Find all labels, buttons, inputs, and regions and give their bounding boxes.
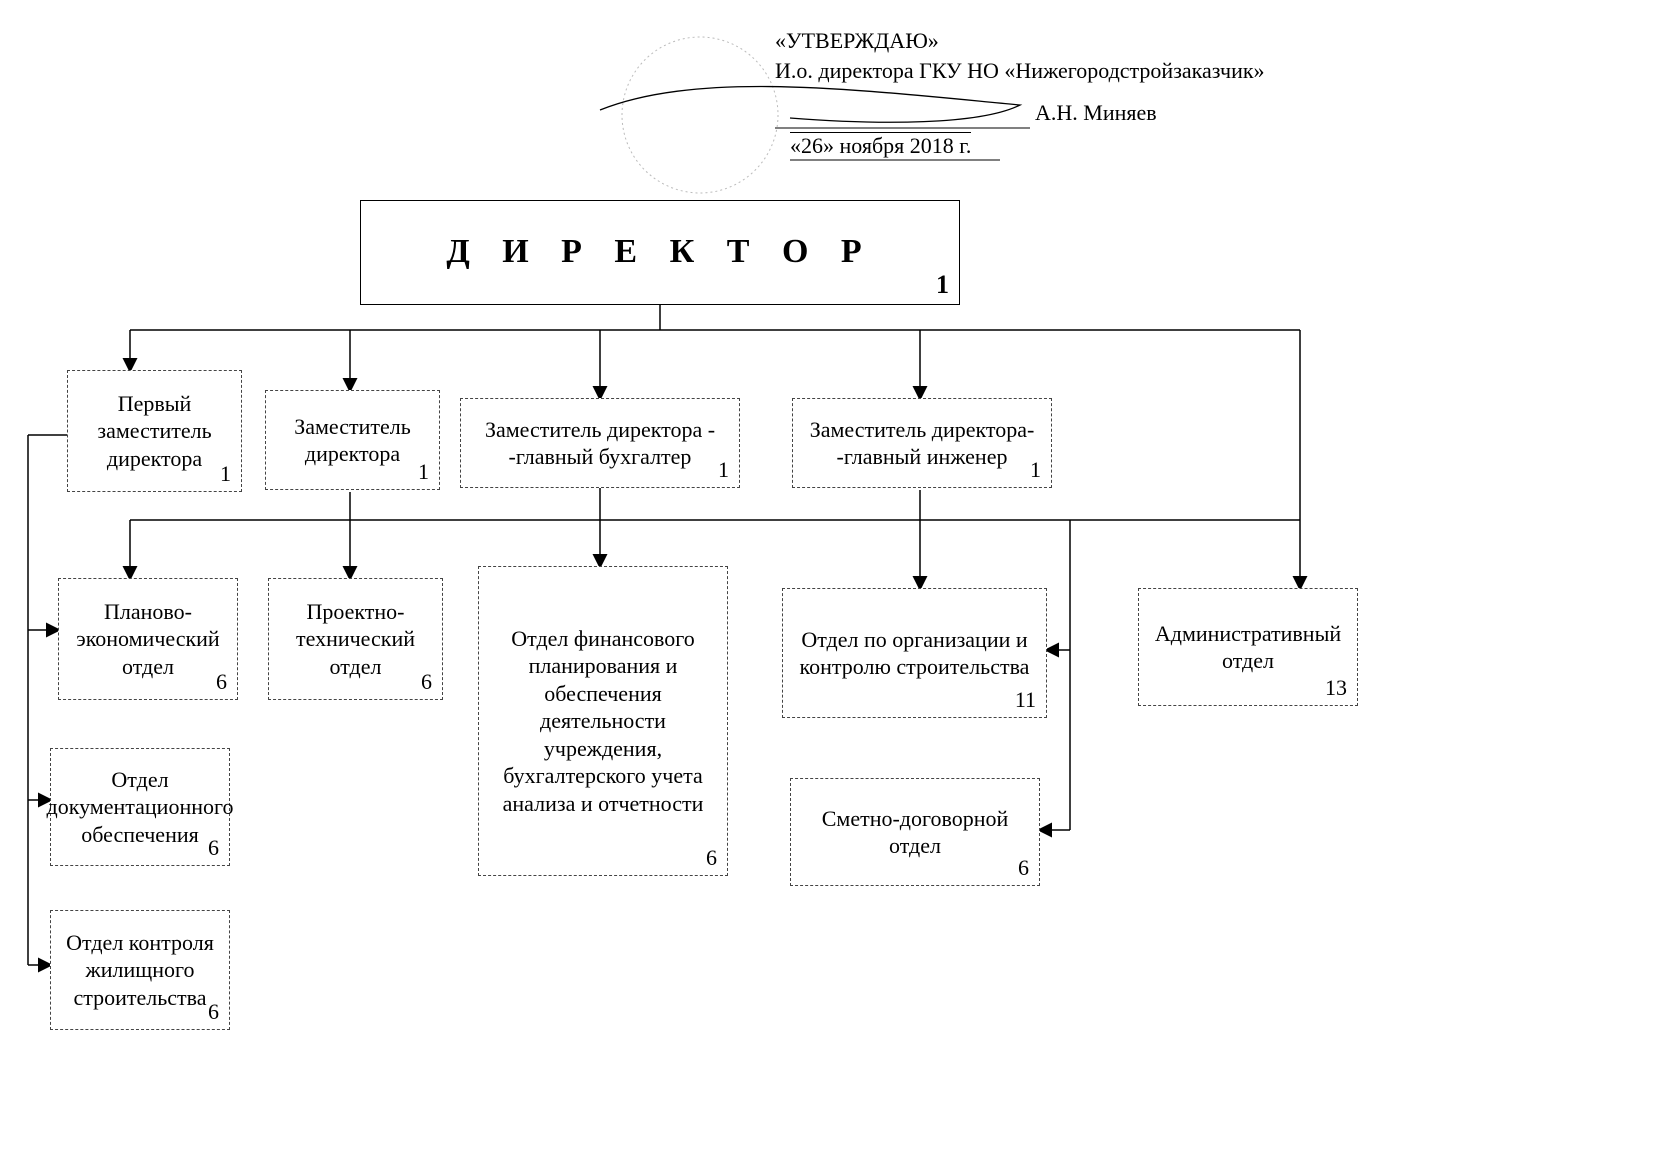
node-count: 6 <box>706 845 717 871</box>
node-label: Планово-экономическийотдел <box>66 592 229 687</box>
node-label: Сметно-договорнойотдел <box>812 799 1019 866</box>
node-director: Д И Р Е К Т О Р 1 <box>360 200 960 305</box>
node-count: 6 <box>208 999 219 1025</box>
node-count: 13 <box>1325 675 1347 701</box>
decorative-seal <box>0 0 1680 1169</box>
org-chart-page: «УТВЕРЖДАЮ» И.о. директора ГКУ НО «Нижег… <box>0 0 1680 1169</box>
node-proj_tech: Проектно-техническийотдел6 <box>268 578 443 700</box>
node-count: 1 <box>220 461 231 487</box>
node-label: Заместитель директора- -главный инженер <box>793 410 1051 477</box>
node-count: 6 <box>208 835 219 861</box>
node-count: 1 <box>1030 457 1041 483</box>
connector-lines <box>0 0 1680 1169</box>
approval-name: А.Н. Миняев <box>1035 100 1157 126</box>
approval-position: И.о. директора ГКУ НО «Нижегородстройзак… <box>775 58 1265 84</box>
node-count: 6 <box>1018 855 1029 881</box>
node-count: 6 <box>421 669 432 695</box>
node-count: 1 <box>936 270 949 300</box>
node-label: Отдел по организации иконтролю строитель… <box>790 620 1040 687</box>
node-admin: Административныйотдел13 <box>1138 588 1358 706</box>
node-zhil: Отдел контроляжилищногостроительства6 <box>50 910 230 1030</box>
node-label: Д И Р Е К Т О Р <box>436 225 883 280</box>
node-org_ctrl: Отдел по организации иконтролю строитель… <box>782 588 1047 718</box>
node-label: Отдел финансовогопланирования иобеспечен… <box>493 619 714 824</box>
node-count: 11 <box>1015 687 1036 713</box>
node-dep_first: Первыйзаместительдиректора1 <box>67 370 242 492</box>
approval-stamp: «УТВЕРЖДАЮ» <box>775 28 939 54</box>
node-label: Заместительдиректора <box>284 407 421 474</box>
node-doc: Отделдокументационного обеспечения6 <box>50 748 230 866</box>
node-label: Заместитель директора - -главный бухгалт… <box>461 410 739 477</box>
node-label: Проектно-техническийотдел <box>286 592 425 687</box>
node-label: Первыйзаместительдиректора <box>87 384 221 479</box>
node-label: Административныйотдел <box>1145 614 1351 681</box>
node-count: 1 <box>418 459 429 485</box>
node-smet: Сметно-договорнойотдел6 <box>790 778 1040 886</box>
node-dep_zam: Заместительдиректора1 <box>265 390 440 490</box>
node-count: 1 <box>718 457 729 483</box>
node-dep_eng: Заместитель директора- -главный инженер1 <box>792 398 1052 488</box>
node-fin_plan: Отдел финансовогопланирования иобеспечен… <box>478 566 728 876</box>
node-count: 6 <box>216 669 227 695</box>
node-dep_buh: Заместитель директора - -главный бухгалт… <box>460 398 740 488</box>
node-label: Отдел контроляжилищногостроительства <box>56 923 224 1018</box>
node-plan_econ: Планово-экономическийотдел6 <box>58 578 238 700</box>
approval-date: «26» ноября 2018 г. <box>790 132 971 159</box>
